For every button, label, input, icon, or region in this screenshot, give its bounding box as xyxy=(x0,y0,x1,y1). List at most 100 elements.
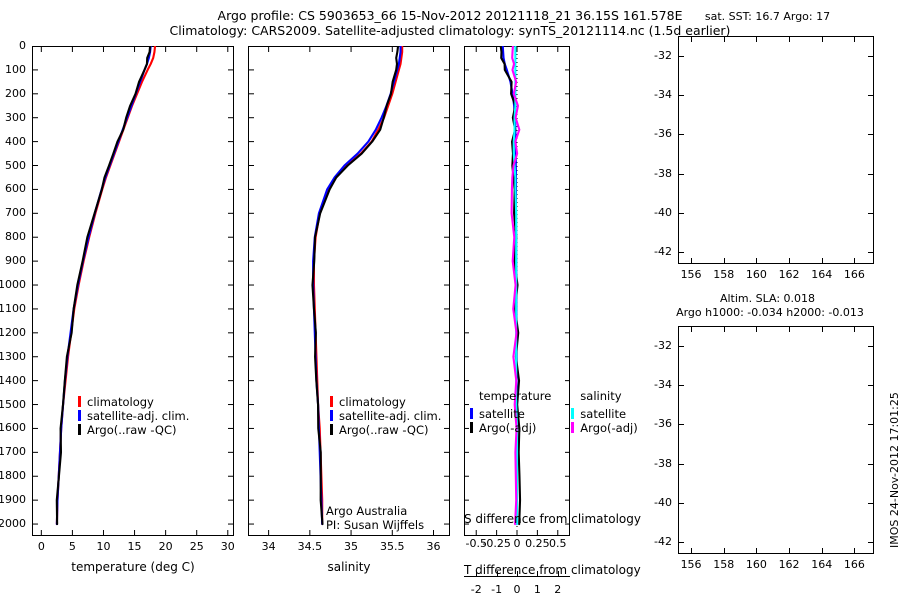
plot-title-line1: Argo profile: CS 5903653_66 15-Nov-2012 … xyxy=(217,8,683,23)
salinity-xtick-36: 36 xyxy=(426,540,441,553)
tdiff-legend-header: temperature xyxy=(479,389,552,403)
lat-tickmark xyxy=(678,94,684,96)
lat-tick--34: -34 xyxy=(654,87,672,101)
sdiff-legend-item: Argo(-adj) xyxy=(571,417,638,435)
lon-tickmark xyxy=(821,258,823,264)
sdiff-xtick-4: 0.5 xyxy=(549,537,567,550)
tdiff-xtick-4: 2 xyxy=(554,583,562,596)
lon-tickmark xyxy=(756,548,758,554)
lat-tickmark xyxy=(868,173,874,175)
salinity-legend-item: Argo(..raw -QC) xyxy=(330,419,441,437)
sla-map[interactable] xyxy=(678,326,874,554)
sdiff-legend-column: salinity satellite Argo(-adj) xyxy=(571,389,638,435)
temperature-legend-item: climatology xyxy=(78,391,189,409)
lon-tickmark xyxy=(854,548,856,554)
depth-tick-600: 600 xyxy=(5,182,26,196)
depth-tick-700: 700 xyxy=(5,206,26,220)
plot-title-line2: Climatology: CARS2009. Satellite-adjuste… xyxy=(169,23,731,38)
sdiff-xtick-1: -0.25 xyxy=(482,537,511,550)
salinity-profile-panel xyxy=(248,46,450,536)
lat-tickmark xyxy=(868,424,874,426)
tdiff-legend-label: satellite xyxy=(479,407,525,421)
lat-tickmark xyxy=(678,173,684,175)
lat-tick--32: -32 xyxy=(654,338,672,352)
lat-tick--34: -34 xyxy=(654,377,672,391)
tdiff-legend-label: Argo(-adj) xyxy=(479,421,537,435)
lat-tickmark xyxy=(868,134,874,136)
lon-tickmark xyxy=(691,36,693,42)
temperature-xtick-0: 0 xyxy=(37,540,45,553)
sdiff-xtick-2: 0 xyxy=(513,537,521,550)
sdiff-legend-item: satellite xyxy=(571,403,637,421)
lat-tickmark xyxy=(678,502,684,504)
lat-tick--32: -32 xyxy=(654,48,672,62)
lon-tick-160: 160 xyxy=(745,268,767,281)
salinity-legend: climatology satellite-adj. clim. Argo(..ra… xyxy=(330,391,442,437)
depth-tick-100: 100 xyxy=(5,62,26,76)
lon-tickmark xyxy=(756,258,758,264)
salinity-xtick-35: 35 xyxy=(344,540,359,553)
sst-map[interactable] xyxy=(678,36,874,264)
lon-tickmark xyxy=(691,326,693,332)
depth-tick-2000: 2000 xyxy=(0,517,26,531)
lat-tick--38: -38 xyxy=(654,456,672,470)
salinity-xtick-34_5: 34.5 xyxy=(297,540,323,553)
temperature-legend-swatch xyxy=(78,396,81,407)
lat-tickmark xyxy=(868,502,874,504)
attribution-line1: Argo Australia xyxy=(326,504,408,518)
lon-tickmark xyxy=(821,36,823,42)
lat-tick--42: -42 xyxy=(654,245,672,259)
lon-tick-164: 164 xyxy=(811,268,833,281)
temperature-xtick-20: 20 xyxy=(158,540,173,553)
lon-tickmark xyxy=(756,326,758,332)
tdiff-axis-tick xyxy=(496,571,498,577)
depth-tick-1300: 1300 xyxy=(0,349,26,363)
tdiff-legend-swatch xyxy=(470,408,473,419)
depth-tick-400: 400 xyxy=(5,134,26,148)
depth-tick-1200: 1200 xyxy=(0,325,26,339)
lat-tick--40: -40 xyxy=(654,205,672,219)
sdiff-legend-header: salinity xyxy=(580,389,622,403)
tdiff-legend-column: temperature satellite Argo(-adj) xyxy=(470,389,552,435)
temperature-profile-plot xyxy=(32,46,234,536)
tdiff-legend-swatch xyxy=(470,422,473,433)
salinity-legend-swatch xyxy=(330,396,333,407)
lat-tickmark xyxy=(678,384,684,386)
lon-tickmark xyxy=(821,548,823,554)
lat-tickmark xyxy=(678,252,684,254)
lat-tickmark xyxy=(678,424,684,426)
lat-tick--40: -40 xyxy=(654,495,672,509)
lon-tickmark xyxy=(789,36,791,42)
lon-tickmark xyxy=(789,258,791,264)
depth-tick-1700: 1700 xyxy=(0,445,26,459)
sla-map-title-line1: Altim. SLA: 0.018 xyxy=(719,292,816,305)
temperature-legend-item: satellite-adj. clim. xyxy=(78,405,189,423)
lon-tickmark xyxy=(854,326,856,332)
salinity-xtick-35_5: 35.5 xyxy=(380,540,405,553)
salinity-legend-item: climatology xyxy=(330,391,441,409)
sdiff-legend-label: satellite xyxy=(580,407,627,421)
lat-tickmark xyxy=(868,212,874,214)
difference-profile-plot xyxy=(464,46,570,536)
depth-tick-1800: 1800 xyxy=(0,469,26,483)
lat-tickmark xyxy=(678,134,684,136)
sdiff-legend-swatch xyxy=(571,408,575,419)
difference-profile-panel xyxy=(464,46,570,536)
depth-tick-1900: 1900 xyxy=(0,493,26,507)
lat-tickmark xyxy=(678,212,684,214)
temperature-legend-label: climatology xyxy=(87,395,154,409)
depth-tick-1600: 1600 xyxy=(0,421,26,435)
temperature-xtick-15: 15 xyxy=(127,540,142,553)
depth-tick-1500: 1500 xyxy=(0,397,26,411)
lat-tickmark xyxy=(868,252,874,254)
salinity-legend-label: satellite-adj. clim. xyxy=(339,409,442,423)
lat-tickmark xyxy=(868,463,874,465)
lon-tickmark xyxy=(854,258,856,264)
lon-tickmark xyxy=(723,258,725,264)
lat-tickmark xyxy=(678,345,684,347)
temperature-xtick-5: 5 xyxy=(68,540,76,553)
lat-tickmark xyxy=(678,55,684,57)
tdiff-legend-item: Argo(-adj) xyxy=(470,417,551,435)
lon-tickmark xyxy=(789,548,791,554)
temperature-legend-label: satellite-adj. clim. xyxy=(87,409,190,423)
